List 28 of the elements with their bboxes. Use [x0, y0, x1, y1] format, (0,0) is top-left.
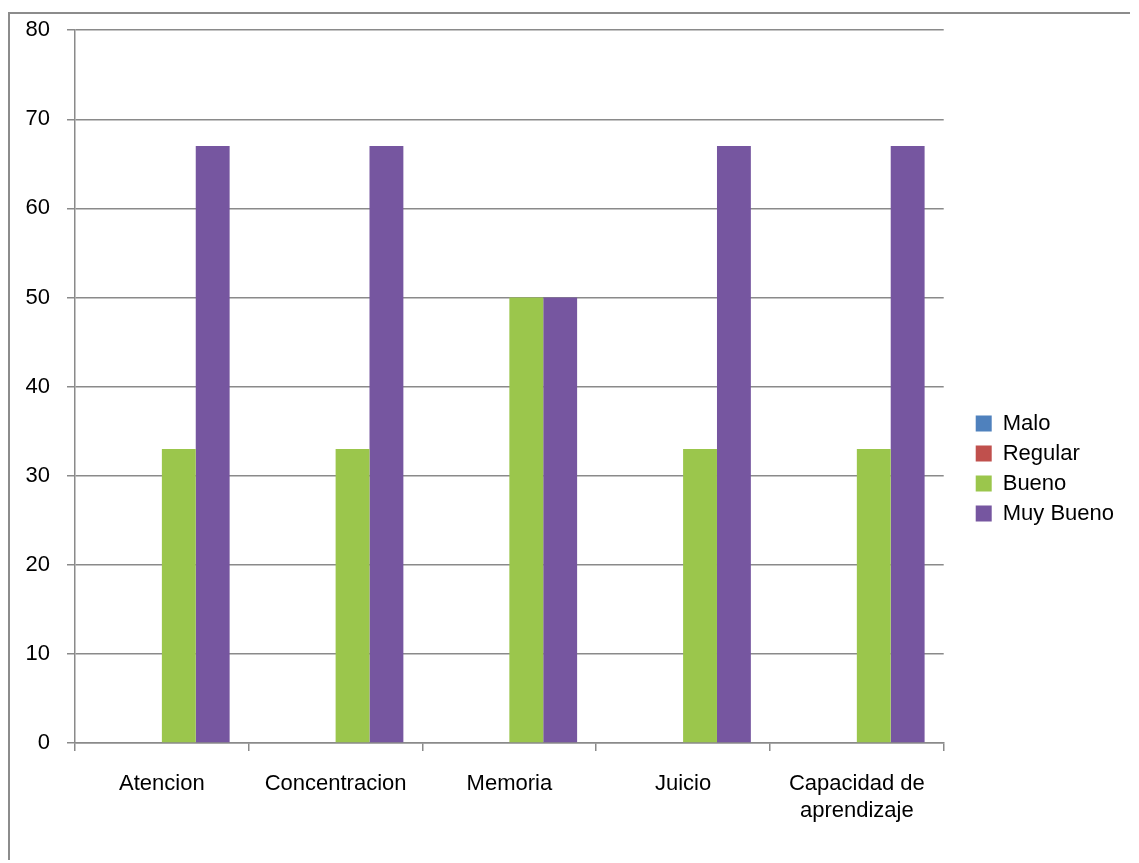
- legend-label: Muy Bueno: [1002, 499, 1115, 525]
- bar: [369, 146, 404, 743]
- y-tick-label: 50: [25, 283, 50, 309]
- y-tick-label: 10: [25, 639, 50, 665]
- legend-label: Regular: [1002, 439, 1080, 465]
- bar: [543, 297, 578, 743]
- bar: [509, 297, 544, 743]
- y-tick-label: 0: [37, 729, 50, 755]
- y-tick-label: 40: [25, 372, 50, 398]
- x-tick-label: Juicio: [654, 770, 712, 796]
- y-tick-label: 20: [25, 550, 50, 576]
- y-tick-label: 70: [25, 105, 50, 131]
- bar: [161, 448, 196, 743]
- y-tick-label: 30: [25, 461, 50, 487]
- bar: [856, 448, 891, 743]
- legend-label: Bueno: [1002, 469, 1067, 495]
- x-tick-label: Atencion: [119, 770, 205, 796]
- bar: [683, 448, 717, 743]
- bar: [890, 146, 925, 743]
- y-tick-label: 80: [25, 16, 50, 42]
- y-tick-label: 60: [25, 194, 50, 220]
- bar: [195, 146, 230, 743]
- x-tick-label: Memoria: [466, 770, 553, 796]
- bar: [716, 146, 751, 743]
- x-tick-label: Capacidad de aprendizaje: [788, 770, 925, 822]
- bar: [335, 448, 370, 743]
- x-tick-label: Concentracion: [264, 770, 407, 796]
- legend-label: Malo: [1002, 409, 1051, 435]
